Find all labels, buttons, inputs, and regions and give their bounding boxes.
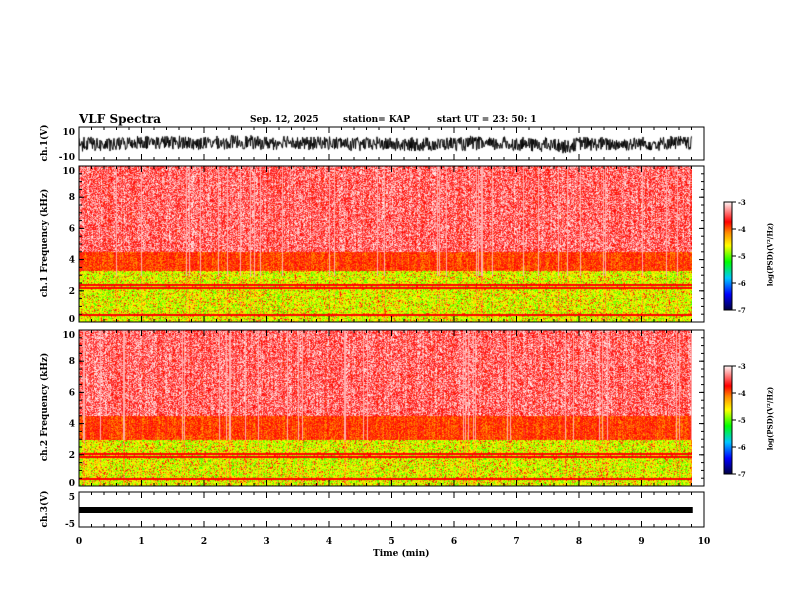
y-tick-label: 10 (62, 331, 75, 341)
y-tick-label: 0 (69, 315, 75, 325)
y-tick-label: 5 (69, 493, 75, 503)
y-tick-label: 8 (69, 193, 75, 203)
y-tick-label: 4 (69, 256, 75, 266)
colorbar-ch2 (724, 366, 732, 474)
x-tick-label: 6 (451, 537, 457, 547)
y-tick-label: 10 (62, 128, 75, 138)
colorbar-tick-label: -4 (738, 389, 746, 398)
y-tick-label: 2 (69, 451, 75, 461)
colorbar-tick-label: -3 (738, 362, 746, 371)
start-time-label: start UT = 23: 50: 1 (437, 115, 537, 125)
y-tick-label: 6 (69, 388, 75, 398)
y-tick-label: 0 (69, 479, 75, 489)
colorbar-tick-label: -4 (738, 225, 746, 234)
colorbar-tick-label: -5 (738, 416, 746, 425)
x-axis-label: Time (min) (373, 549, 430, 559)
y-tick-label: -10 (59, 153, 75, 163)
colorbar-tick-label: -5 (738, 252, 746, 261)
ch2-freq-ylabel: ch.2 Frequency (kHz) (40, 352, 50, 462)
y-tick-label: 4 (69, 420, 75, 430)
x-tick-label: 4 (326, 537, 332, 547)
x-tick-label: 2 (201, 537, 207, 547)
x-tick-label: 10 (698, 537, 711, 547)
ch3-waveform (79, 507, 693, 513)
colorbar-tick-label: -7 (738, 470, 746, 479)
x-tick-label: 1 (138, 537, 144, 547)
colorbar-tick-label: -3 (738, 198, 746, 207)
cbar2-label: log(PSD)(V²/Hz) (765, 386, 775, 451)
ch1-spectrogram (79, 166, 692, 322)
x-tick-label: 0 (76, 537, 82, 547)
x-tick-label: 9 (638, 537, 644, 547)
panel-frame-2 (78, 329, 705, 487)
y-tick-label: 6 (69, 224, 75, 234)
colorbar-frame (723, 201, 733, 311)
panel-frame-1 (78, 165, 705, 323)
colorbar-tick-label: -6 (738, 279, 746, 288)
x-tick-label: 5 (388, 537, 394, 547)
colorbar-frame (723, 365, 733, 475)
colorbar-tick-label: -7 (738, 306, 746, 315)
ch2-spectrogram (79, 330, 692, 486)
date-label: Sep. 12, 2025 (250, 115, 319, 125)
cbar1-label: log(PSD)(V²/Hz) (765, 222, 775, 287)
colorbar-tick-label: -6 (738, 443, 746, 452)
y-tick-label: -5 (65, 520, 75, 530)
y-tick-label: 10 (62, 167, 75, 177)
y-tick-label: 2 (69, 287, 75, 297)
colorbar-ch1 (724, 202, 732, 310)
ch1-freq-ylabel: ch.1 Frequency (kHz) (40, 188, 50, 298)
y-tick-label: 8 (69, 357, 75, 367)
x-tick-label: 3 (263, 537, 269, 547)
figure-title: VLF Spectra (79, 112, 162, 126)
ch3-ylabel: ch.3(V) (40, 490, 50, 528)
station-label: station= KAP (343, 115, 411, 125)
x-tick-label: 7 (513, 537, 519, 547)
ch1-ylabel: ch.1(V) (40, 124, 50, 162)
x-tick-label: 8 (576, 537, 582, 547)
